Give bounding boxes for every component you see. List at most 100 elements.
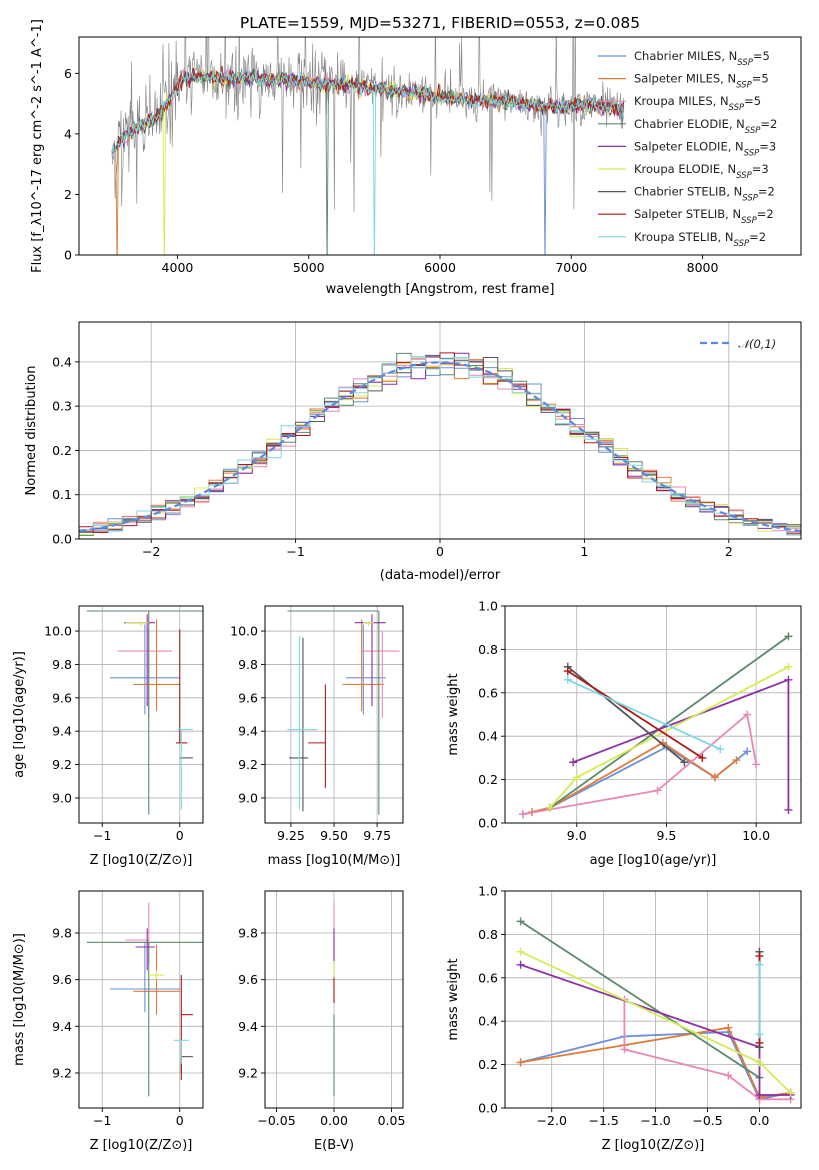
legend-text: =2 bbox=[757, 207, 774, 221]
y-tick-label: 0.0 bbox=[52, 532, 72, 547]
observed-spectrum bbox=[111, 37, 625, 212]
figure-title: PLATE=1559, MJD=53271, FIBERID=0553, z=0… bbox=[240, 14, 640, 32]
y-tick-label: 9.2 bbox=[52, 1066, 72, 1081]
y-tick-label: 9.8 bbox=[238, 926, 258, 941]
legend-text: Kroupa MILES, N bbox=[634, 94, 729, 108]
x-tick-label: −1 bbox=[93, 1113, 111, 1128]
weight-marker-salpeter_elodie bbox=[755, 1090, 764, 1099]
panel-age_vs_Z: −1 0 9.0 9.2 9.4 9.6 9.8 10.0 Z [log10(Z/Z⊙)] age… bbox=[12, 605, 204, 868]
x-tick-label: 0 bbox=[436, 544, 444, 559]
plot-area bbox=[111, 37, 625, 255]
histogram-kroupa_stelib bbox=[79, 356, 801, 536]
y-tick-label: 0.4 bbox=[52, 354, 72, 369]
x-tick-label: 9.0 bbox=[567, 828, 587, 843]
weight-marker-kroupa_elodie bbox=[516, 947, 525, 956]
y-tick-label: 0.8 bbox=[478, 927, 498, 942]
legend-text: Salpeter ELODIE, N bbox=[634, 139, 744, 153]
y-tick-label: 0.4 bbox=[478, 729, 498, 744]
legend-label-kroupa_elodie: Kroupa ELODIE, NSSP=3 bbox=[634, 162, 769, 181]
y-axis-label: Flux [f_λ10^-17 erg cm^-2 s^-1 A^-1] bbox=[30, 19, 45, 273]
weight-line-salpeter_elodie bbox=[520, 963, 791, 1096]
y-tick-label: 1.0 bbox=[478, 884, 498, 899]
y-tick-label: 9.6 bbox=[238, 972, 258, 987]
weight-marker-kroupa_miles bbox=[752, 760, 761, 769]
model-spectrum-chabrier_miles bbox=[111, 68, 625, 255]
axes-frame bbox=[264, 890, 404, 1109]
panel-mass_vs_Z: −1 0 9.2 9.4 9.6 9.8 Z [log10(Z/Z⊙)] mass [log1… bbox=[12, 890, 204, 1153]
axes-frame bbox=[78, 321, 802, 540]
legend-label-salpeter_stelib: Salpeter STELIB, NSSP=2 bbox=[634, 207, 774, 226]
x-tick-label: −1.0 bbox=[640, 1113, 670, 1128]
weight-marker-kroupa_stelib bbox=[716, 745, 725, 754]
weight-marker-kroupa_miles bbox=[743, 710, 752, 719]
weight-marker-kroupa_stelib bbox=[563, 675, 572, 684]
y-tick-label: 0.0 bbox=[478, 816, 498, 831]
weight-marker-salpeter_miles bbox=[710, 773, 719, 782]
weight-line-chabrier_elodie bbox=[520, 920, 760, 1079]
legend-label-kroupa_miles: Kroupa MILES, NSSP=5 bbox=[634, 94, 761, 113]
y-tick-label: 9.0 bbox=[52, 790, 72, 805]
weight-marker-kroupa_miles bbox=[724, 1071, 733, 1080]
y-tick-label: 9.4 bbox=[238, 1019, 258, 1034]
y-axis-label: mass weight bbox=[446, 673, 461, 755]
plot-area bbox=[516, 917, 795, 1104]
legend-label-salpeter_elodie: Salpeter ELODIE, NSSP=3 bbox=[634, 139, 776, 158]
axes-frame bbox=[78, 605, 204, 824]
x-tick-label: 0 bbox=[176, 1113, 184, 1128]
y-axis-label: mass [log10(M/M⊙)] bbox=[12, 933, 27, 1066]
weight-marker-salpeter_stelib bbox=[755, 1038, 764, 1047]
y-tick-label: 9.8 bbox=[52, 657, 72, 672]
y-tick-label: 0.6 bbox=[478, 685, 498, 700]
weight-marker-kroupa_miles bbox=[518, 810, 527, 819]
weight-marker-kroupa_elodie bbox=[545, 803, 554, 812]
weight-marker-salpeter_elodie bbox=[569, 758, 578, 767]
panel-massweight_vs_age: 9.0 9.5 10.0 0.0 0.2 0.4 0.6 0.8 1.0 age [log10(a… bbox=[446, 599, 802, 868]
y-tick-label: 9.6 bbox=[52, 972, 72, 987]
legend-text: =2 bbox=[760, 117, 777, 131]
x-tick-label: 6000 bbox=[424, 260, 456, 275]
y-tick-label: 0.0 bbox=[478, 1101, 498, 1116]
model-spectrum-kroupa_stelib bbox=[111, 69, 625, 255]
weight-marker-salpeter_elodie bbox=[516, 960, 525, 969]
legend-text: Chabrier ELODIE, N bbox=[634, 117, 745, 131]
x-tick-label: 9.5 bbox=[657, 828, 677, 843]
y-tick-label: 10.0 bbox=[230, 624, 258, 639]
weight-marker-salpeter_miles bbox=[516, 1058, 525, 1067]
legend-sub: SSP bbox=[729, 103, 745, 113]
x-tick-label: 0.00 bbox=[320, 1113, 348, 1128]
x-axis-label: wavelength [Angstrom, rest frame] bbox=[326, 282, 555, 297]
y-tick-label: 9.6 bbox=[52, 690, 72, 705]
legend-sub: SSP bbox=[745, 126, 761, 136]
y-tick-label: 9.2 bbox=[52, 757, 72, 772]
weight-marker-salpeter_stelib bbox=[755, 952, 764, 961]
legend-label-chabrier_stelib: Chabrier STELIB, NSSP=2 bbox=[634, 185, 775, 204]
x-tick-label: 2 bbox=[725, 544, 733, 559]
y-tick-label: 0.1 bbox=[52, 487, 72, 502]
normal-reference-curve bbox=[79, 361, 801, 533]
model-spectrum-chabrier_elodie bbox=[111, 71, 625, 255]
x-axis-label: age [log10(age/yr)] bbox=[590, 853, 717, 868]
legend-text: =5 bbox=[752, 72, 769, 86]
x-tick-label: 0 bbox=[176, 828, 184, 843]
y-axis-label: Normed distribution bbox=[24, 366, 39, 496]
weight-marker-salpeter_stelib bbox=[563, 667, 572, 676]
legend-label-salpeter_miles: Salpeter MILES, NSSP=5 bbox=[634, 72, 769, 91]
y-tick-label: 6 bbox=[64, 66, 72, 81]
y-tick-label: 0.2 bbox=[52, 443, 72, 458]
legend-text: =5 bbox=[744, 94, 761, 108]
legend-sub: SSP bbox=[744, 148, 760, 158]
panel-mass_vs_EBV: −0.05 0.00 0.05 9.2 9.4 9.6 9.8 E(B-V) bbox=[238, 890, 405, 1153]
weight-marker-chabrier_elodie bbox=[784, 632, 793, 641]
y-tick-label: 10.0 bbox=[44, 624, 72, 639]
model-spectrum-salpeter_stelib bbox=[111, 65, 625, 155]
y-tick-label: 9.2 bbox=[238, 757, 258, 772]
y-axis-label: age [log10(age/yr)] bbox=[12, 651, 27, 778]
x-tick-label: 5000 bbox=[293, 260, 325, 275]
plot-area bbox=[86, 610, 203, 815]
x-tick-label: 10.0 bbox=[742, 828, 770, 843]
x-tick-label: 8000 bbox=[687, 260, 719, 275]
legend-sub: SSP bbox=[741, 216, 757, 226]
plot-area bbox=[86, 902, 203, 1097]
y-tick-label: 1.0 bbox=[478, 599, 498, 614]
x-tick-label: −1 bbox=[93, 828, 111, 843]
